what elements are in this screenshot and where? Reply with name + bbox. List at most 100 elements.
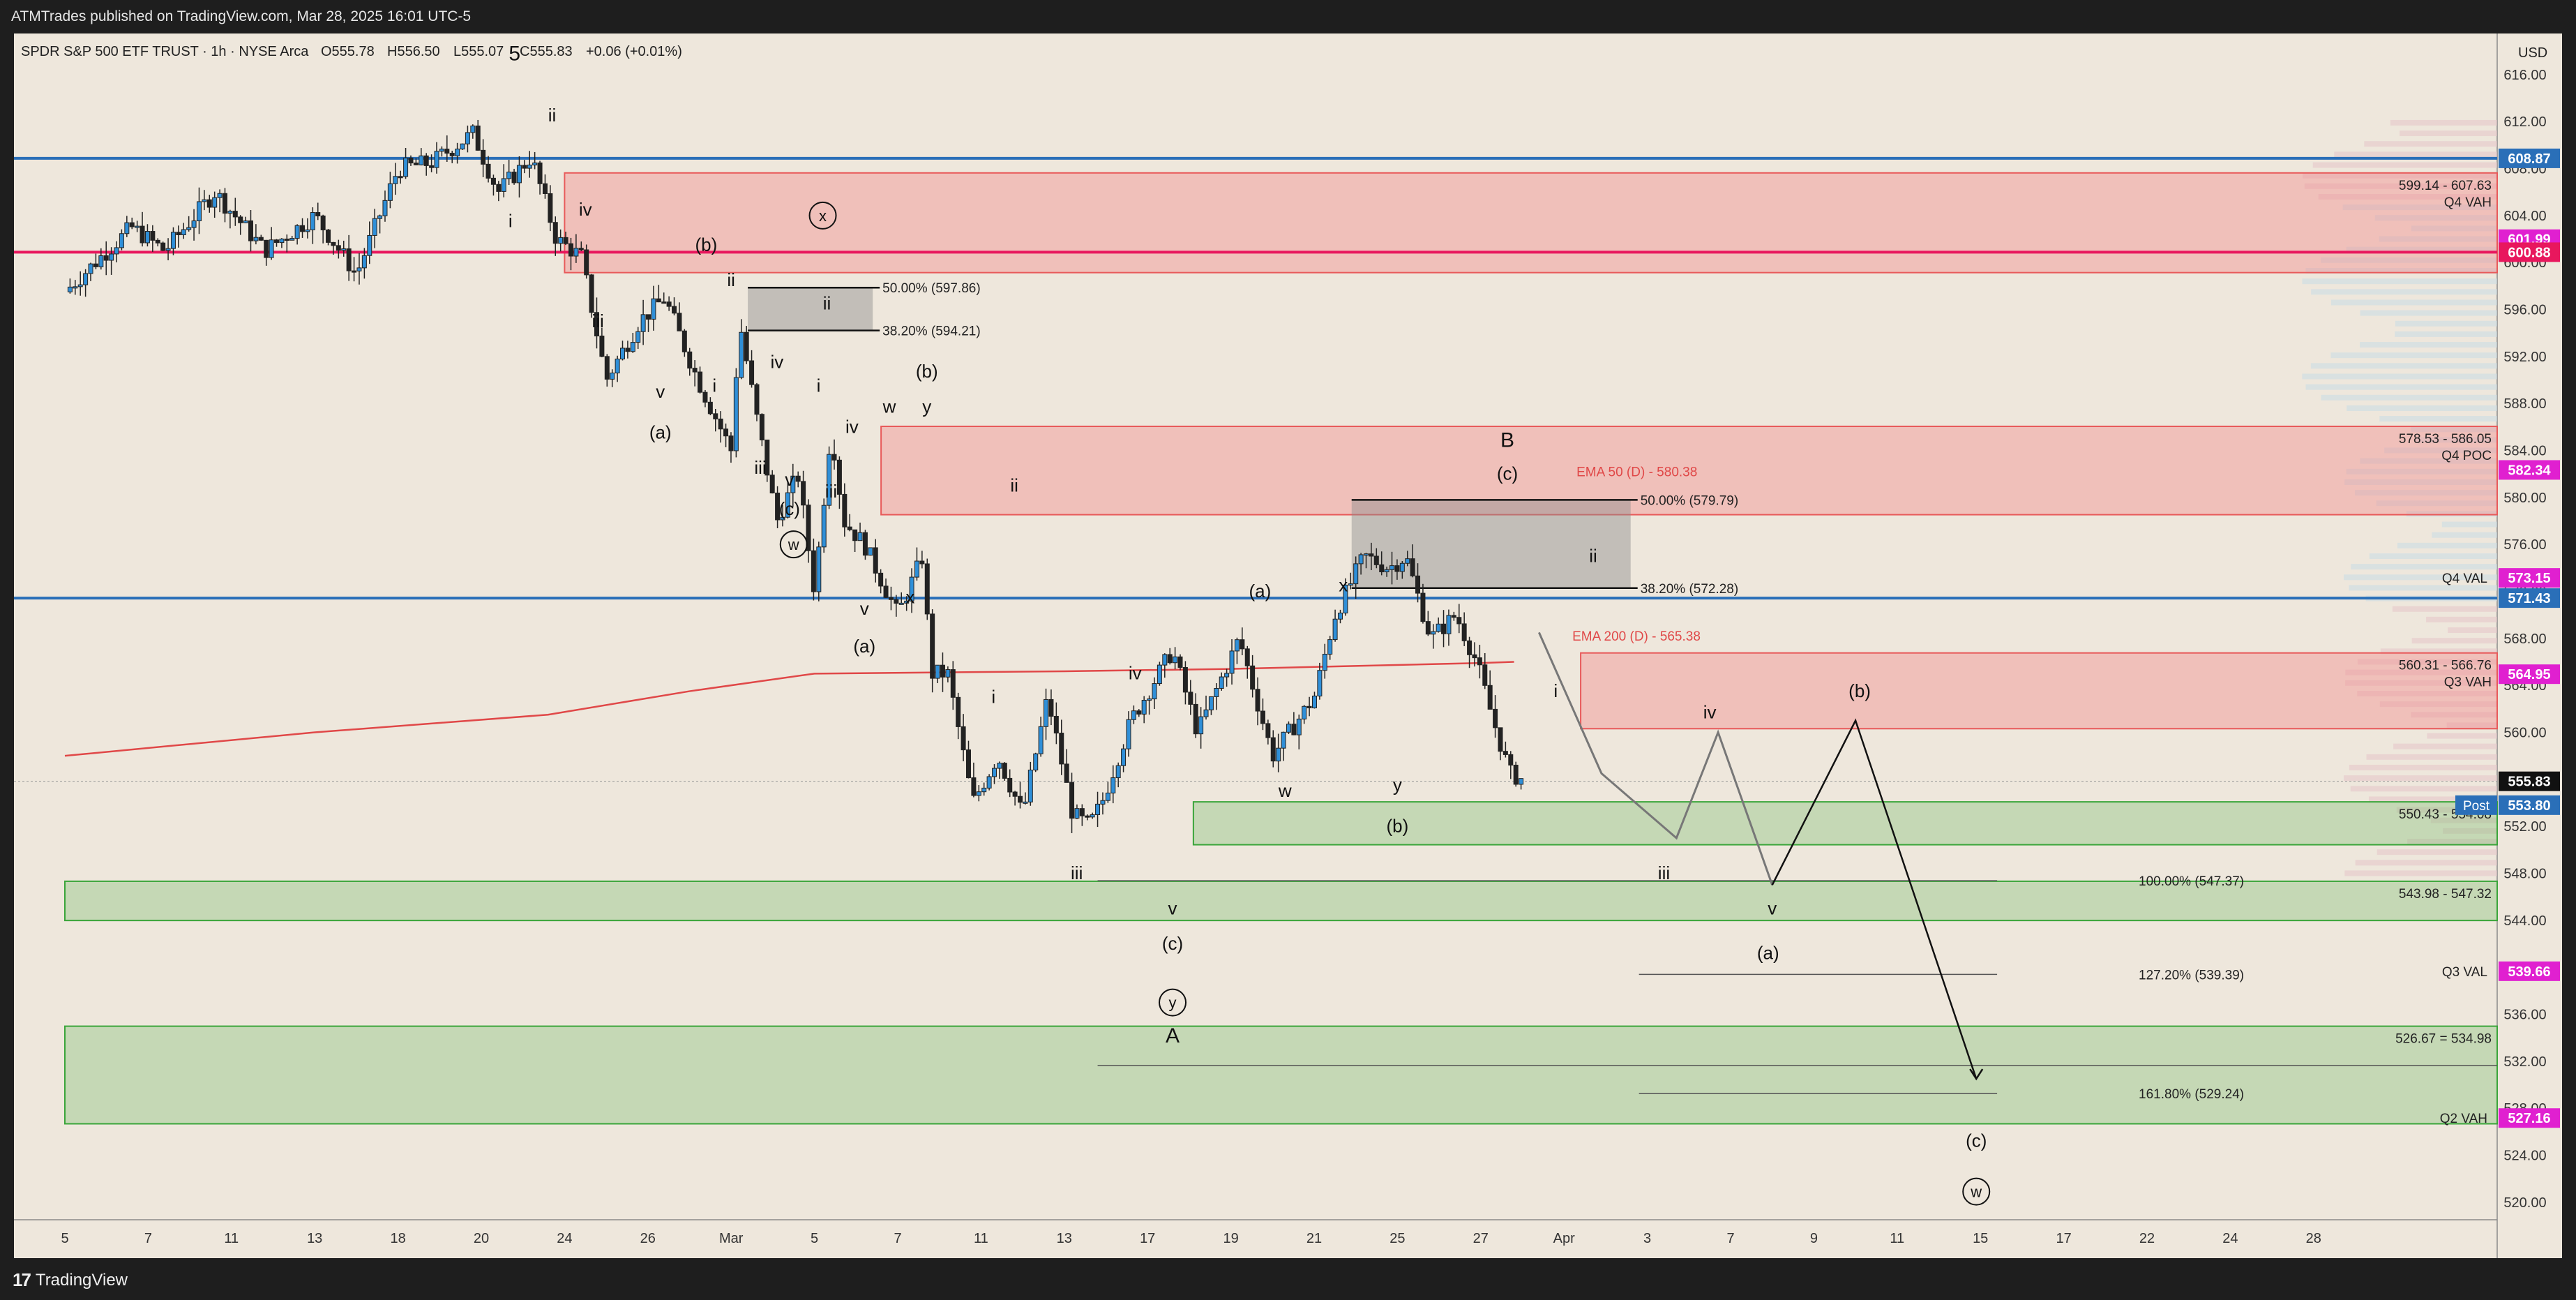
- candle-body: [1519, 778, 1524, 785]
- wave-label: iv: [1703, 701, 1717, 722]
- candle-body: [924, 563, 930, 615]
- time-tick-label: 28: [2306, 1231, 2321, 1246]
- candle-body: [336, 245, 341, 251]
- price-tick-label: 548.00: [2503, 866, 2546, 881]
- candle-body: [212, 197, 218, 208]
- candle-body: [692, 368, 698, 373]
- candle-body: [170, 232, 176, 249]
- candle-body: [1053, 715, 1059, 734]
- wave-label: (b): [916, 361, 938, 382]
- candle-body: [997, 763, 1002, 769]
- volume-profile-bar: [2342, 204, 2497, 211]
- time-tick-label: 7: [144, 1231, 152, 1246]
- ohlc-value: O555.78: [321, 44, 375, 59]
- candle-body: [661, 301, 667, 304]
- zone-sublabel: Q4 POC: [2441, 449, 2492, 463]
- candle-body: [331, 241, 336, 246]
- candle-body: [77, 284, 83, 287]
- candle-body: [1240, 639, 1245, 650]
- candle-body: [490, 177, 496, 185]
- wave-label: i: [509, 211, 513, 232]
- price-badge: [2499, 460, 2560, 480]
- candle-body: [842, 493, 848, 528]
- volume-profile-bar: [2304, 183, 2497, 189]
- volume-profile-bar: [2318, 193, 2497, 200]
- volume-profile-bar: [2407, 839, 2497, 845]
- wave-label: i: [991, 686, 995, 707]
- candle-body: [300, 225, 306, 232]
- wave-label: 5: [509, 43, 520, 66]
- price-badge-text: 564.95: [2508, 667, 2550, 682]
- volume-profile-bar: [2360, 310, 2497, 316]
- publish-bar: ATMTrades published on TradingView.com, …: [0, 0, 2576, 33]
- candle-body: [320, 215, 326, 231]
- candle-body: [1477, 657, 1482, 666]
- volume-profile-bar: [2393, 743, 2497, 749]
- ohlc-value: L555.07: [453, 44, 504, 59]
- post-badge: [2455, 795, 2497, 815]
- candle-body: [506, 172, 512, 179]
- candle-body: [1115, 765, 1121, 779]
- candle-body: [1425, 621, 1431, 635]
- volume-profile-bar: [2321, 394, 2497, 401]
- time-tick-label: 15: [1973, 1231, 1988, 1246]
- candle-body: [1467, 640, 1472, 655]
- price-tick-label: 612.00: [2503, 114, 2546, 130]
- volume-profile-bar: [2344, 870, 2497, 876]
- fib-retracement-box: [1351, 500, 1631, 588]
- price-chart[interactable]: SPDR S&P 500 ETF TRUST · 1h · NYSE Arca O…: [14, 33, 2562, 1258]
- volume-profile-bar: [2441, 521, 2497, 528]
- candle-body: [496, 184, 502, 192]
- tradingview-logo-icon: 17: [13, 1269, 31, 1290]
- candle-body: [584, 249, 589, 276]
- price-badge-text: 539.66: [2508, 964, 2550, 980]
- chart-frame[interactable]: SPDR S&P 500 ETF TRUST · 1h · NYSE Arca O…: [14, 33, 2562, 1258]
- wave-label: ii: [727, 269, 735, 290]
- price-tick-label: 560.00: [2503, 725, 2546, 740]
- candle-body: [878, 572, 884, 587]
- candle-body: [656, 298, 661, 303]
- candle-body: [1472, 654, 1477, 659]
- candle-body: [707, 401, 713, 414]
- candle-body: [1126, 719, 1131, 749]
- candle-body: [1461, 623, 1467, 641]
- candle-body: [1399, 562, 1405, 572]
- fib-level-label: 38.20% (572.28): [1641, 582, 1739, 597]
- candle-body: [764, 440, 770, 476]
- candle-body: [904, 600, 910, 604]
- wave-circle: [1962, 1177, 1991, 1206]
- candle-body: [393, 176, 398, 184]
- tradingview-logo[interactable]: 17 TradingView: [13, 1269, 128, 1291]
- candle-body: [1364, 553, 1369, 556]
- zone-label: 560.31 - 566.76: [2399, 659, 2492, 673]
- price-badge: [2499, 771, 2560, 791]
- candle-body: [1012, 791, 1018, 797]
- candle-body: [1198, 716, 1204, 735]
- zone-label: 578.53 - 586.05: [2399, 432, 2492, 447]
- price-badge-text: 571.43: [2508, 591, 2550, 606]
- wave-circled-label: x: [819, 207, 827, 225]
- candle-body: [548, 193, 553, 223]
- candle-body: [93, 263, 98, 267]
- time-tick-label: 11: [224, 1231, 239, 1246]
- candle-body: [883, 585, 889, 598]
- candle-body: [1110, 777, 1116, 793]
- candle-body: [429, 165, 435, 168]
- wave-label: i: [1553, 680, 1558, 701]
- time-tick-label: 26: [640, 1231, 656, 1246]
- candle-body: [315, 211, 321, 216]
- candle-body: [294, 225, 300, 239]
- candle-body: [423, 155, 429, 166]
- candle-body: [930, 613, 935, 679]
- volume-profile-bar: [2395, 320, 2497, 327]
- candle-body: [253, 237, 259, 241]
- volume-profile-bar: [2376, 500, 2497, 507]
- candle-body: [1456, 617, 1462, 625]
- wave-label: iv: [770, 352, 783, 373]
- volume-profile-bar: [2443, 828, 2497, 834]
- volume-profile-bar: [2392, 606, 2497, 612]
- time-tick-label: 17: [1140, 1231, 1155, 1246]
- fib-extension-label: 127.20% (539.39): [2139, 968, 2244, 983]
- wave-label: x: [905, 586, 914, 607]
- candle-body: [522, 165, 527, 169]
